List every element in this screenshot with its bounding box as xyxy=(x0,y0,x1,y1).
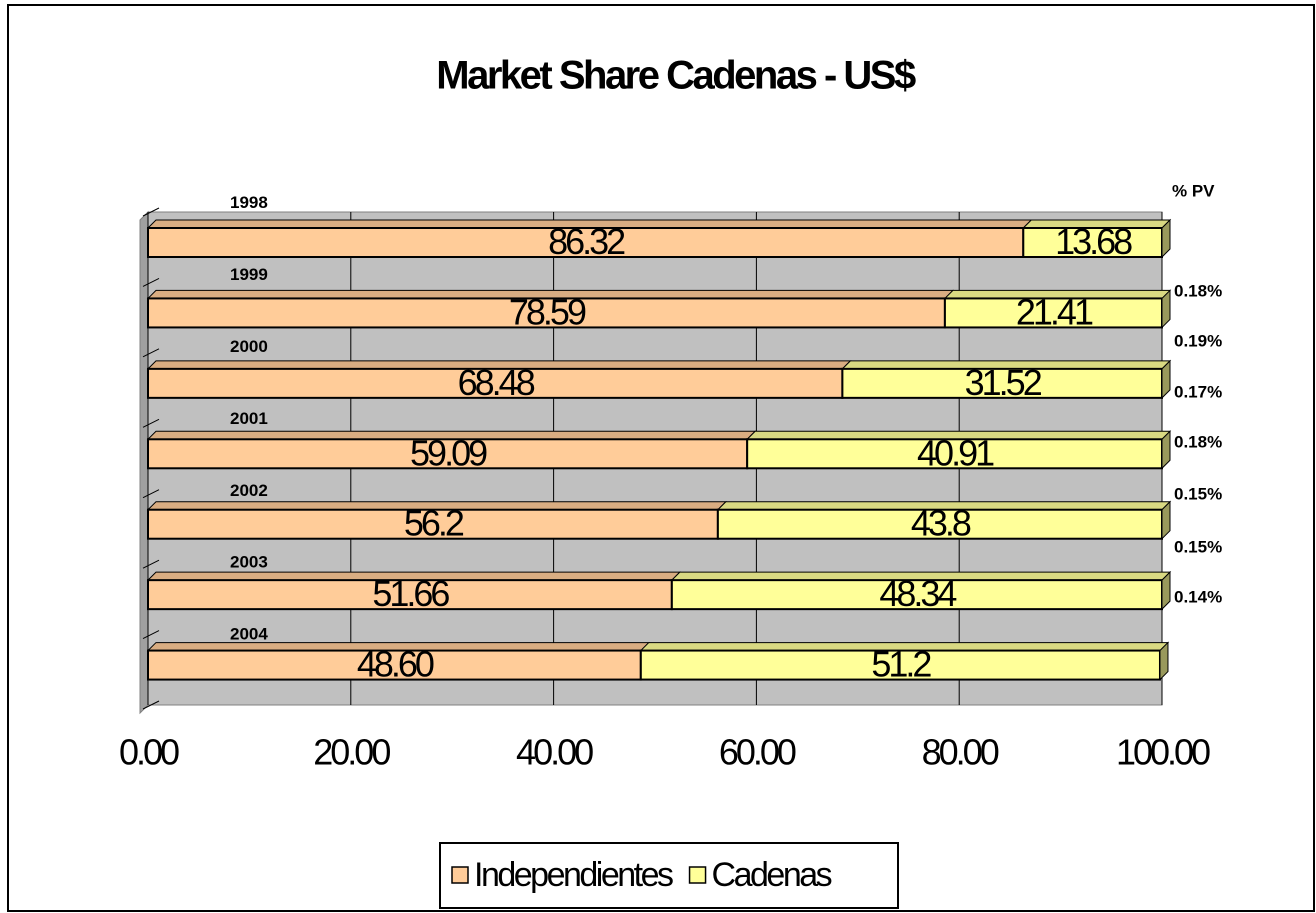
data-label: 51.2 xyxy=(871,644,931,685)
data-label: 56.2 xyxy=(404,503,464,544)
annotation-label: 0.19% xyxy=(1174,331,1222,350)
bar xyxy=(147,649,642,681)
bar-side xyxy=(1161,570,1171,611)
bar xyxy=(147,367,844,399)
bar-side xyxy=(1161,218,1171,259)
y-tick-label: 2002 xyxy=(230,481,268,500)
wall-tick xyxy=(142,700,160,710)
wall-tick xyxy=(142,418,160,428)
bar xyxy=(147,508,719,540)
y-tick-label: 2001 xyxy=(230,409,268,428)
bar xyxy=(943,297,1163,329)
legend-label: Independientes xyxy=(474,856,673,894)
bar-side xyxy=(1161,500,1171,540)
annotation-label: 0.15% xyxy=(1174,537,1222,556)
x-tick-label: 80.00 xyxy=(922,732,999,773)
data-label: 86.32 xyxy=(548,221,625,262)
wall-tick xyxy=(142,630,160,640)
data-label: 78.59 xyxy=(509,291,586,332)
y-tick-label: 2003 xyxy=(230,553,268,572)
annotation-label: 0.18% xyxy=(1174,281,1222,300)
bar xyxy=(670,579,1163,611)
annotation-header: % PV xyxy=(1172,181,1215,200)
data-label: 13.68 xyxy=(1055,221,1132,262)
legend-label: Cadenas xyxy=(712,856,832,894)
data-label: 59.09 xyxy=(410,432,487,473)
annotation-label: 0.14% xyxy=(1174,587,1222,606)
x-tick-label: 20.00 xyxy=(313,732,390,773)
y-tick-label: 1998 xyxy=(230,193,268,212)
data-label: 48.34 xyxy=(879,573,956,614)
wall-tick xyxy=(142,277,160,287)
data-label: 48.60 xyxy=(357,644,434,685)
wall-tick xyxy=(142,559,160,569)
legend-box xyxy=(439,842,899,909)
wall-tick xyxy=(142,207,160,217)
data-label: 21.41 xyxy=(1016,291,1093,332)
data-label: 68.48 xyxy=(458,362,535,403)
y-tick-label: 1999 xyxy=(230,265,268,284)
bar-side xyxy=(1161,359,1171,400)
annotation-label: 0.15% xyxy=(1174,484,1222,503)
bar-side xyxy=(1161,430,1171,470)
legend-swatch xyxy=(451,866,469,884)
bar xyxy=(746,438,1163,470)
y-tick-label: 2000 xyxy=(230,337,268,356)
annotation-label: 0.18% xyxy=(1174,432,1222,451)
x-tick-label: 100.00 xyxy=(1116,732,1210,773)
data-label: 40.91 xyxy=(917,432,994,473)
data-label: 51.66 xyxy=(372,573,449,614)
bar xyxy=(639,649,1161,681)
x-tick-label: 40.00 xyxy=(516,732,593,773)
chart-title: Market Share Cadenas - US$ xyxy=(436,54,916,98)
data-label: 43.8 xyxy=(911,503,971,544)
data-label: 31.52 xyxy=(965,362,1042,403)
bar xyxy=(147,438,749,470)
y-tick-label: 2004 xyxy=(230,625,268,644)
bar xyxy=(147,227,1025,258)
wall-tick xyxy=(142,489,160,499)
bar-side xyxy=(1161,289,1171,329)
bar-side xyxy=(1159,641,1169,681)
legend-swatch xyxy=(688,866,707,884)
x-tick-label: 60.00 xyxy=(719,732,796,773)
bar xyxy=(147,297,946,329)
x-tick-label: 0.00 xyxy=(119,732,179,773)
annotation-label: 0.17% xyxy=(1174,382,1222,401)
bar xyxy=(841,367,1163,399)
wall-tick xyxy=(142,348,160,358)
